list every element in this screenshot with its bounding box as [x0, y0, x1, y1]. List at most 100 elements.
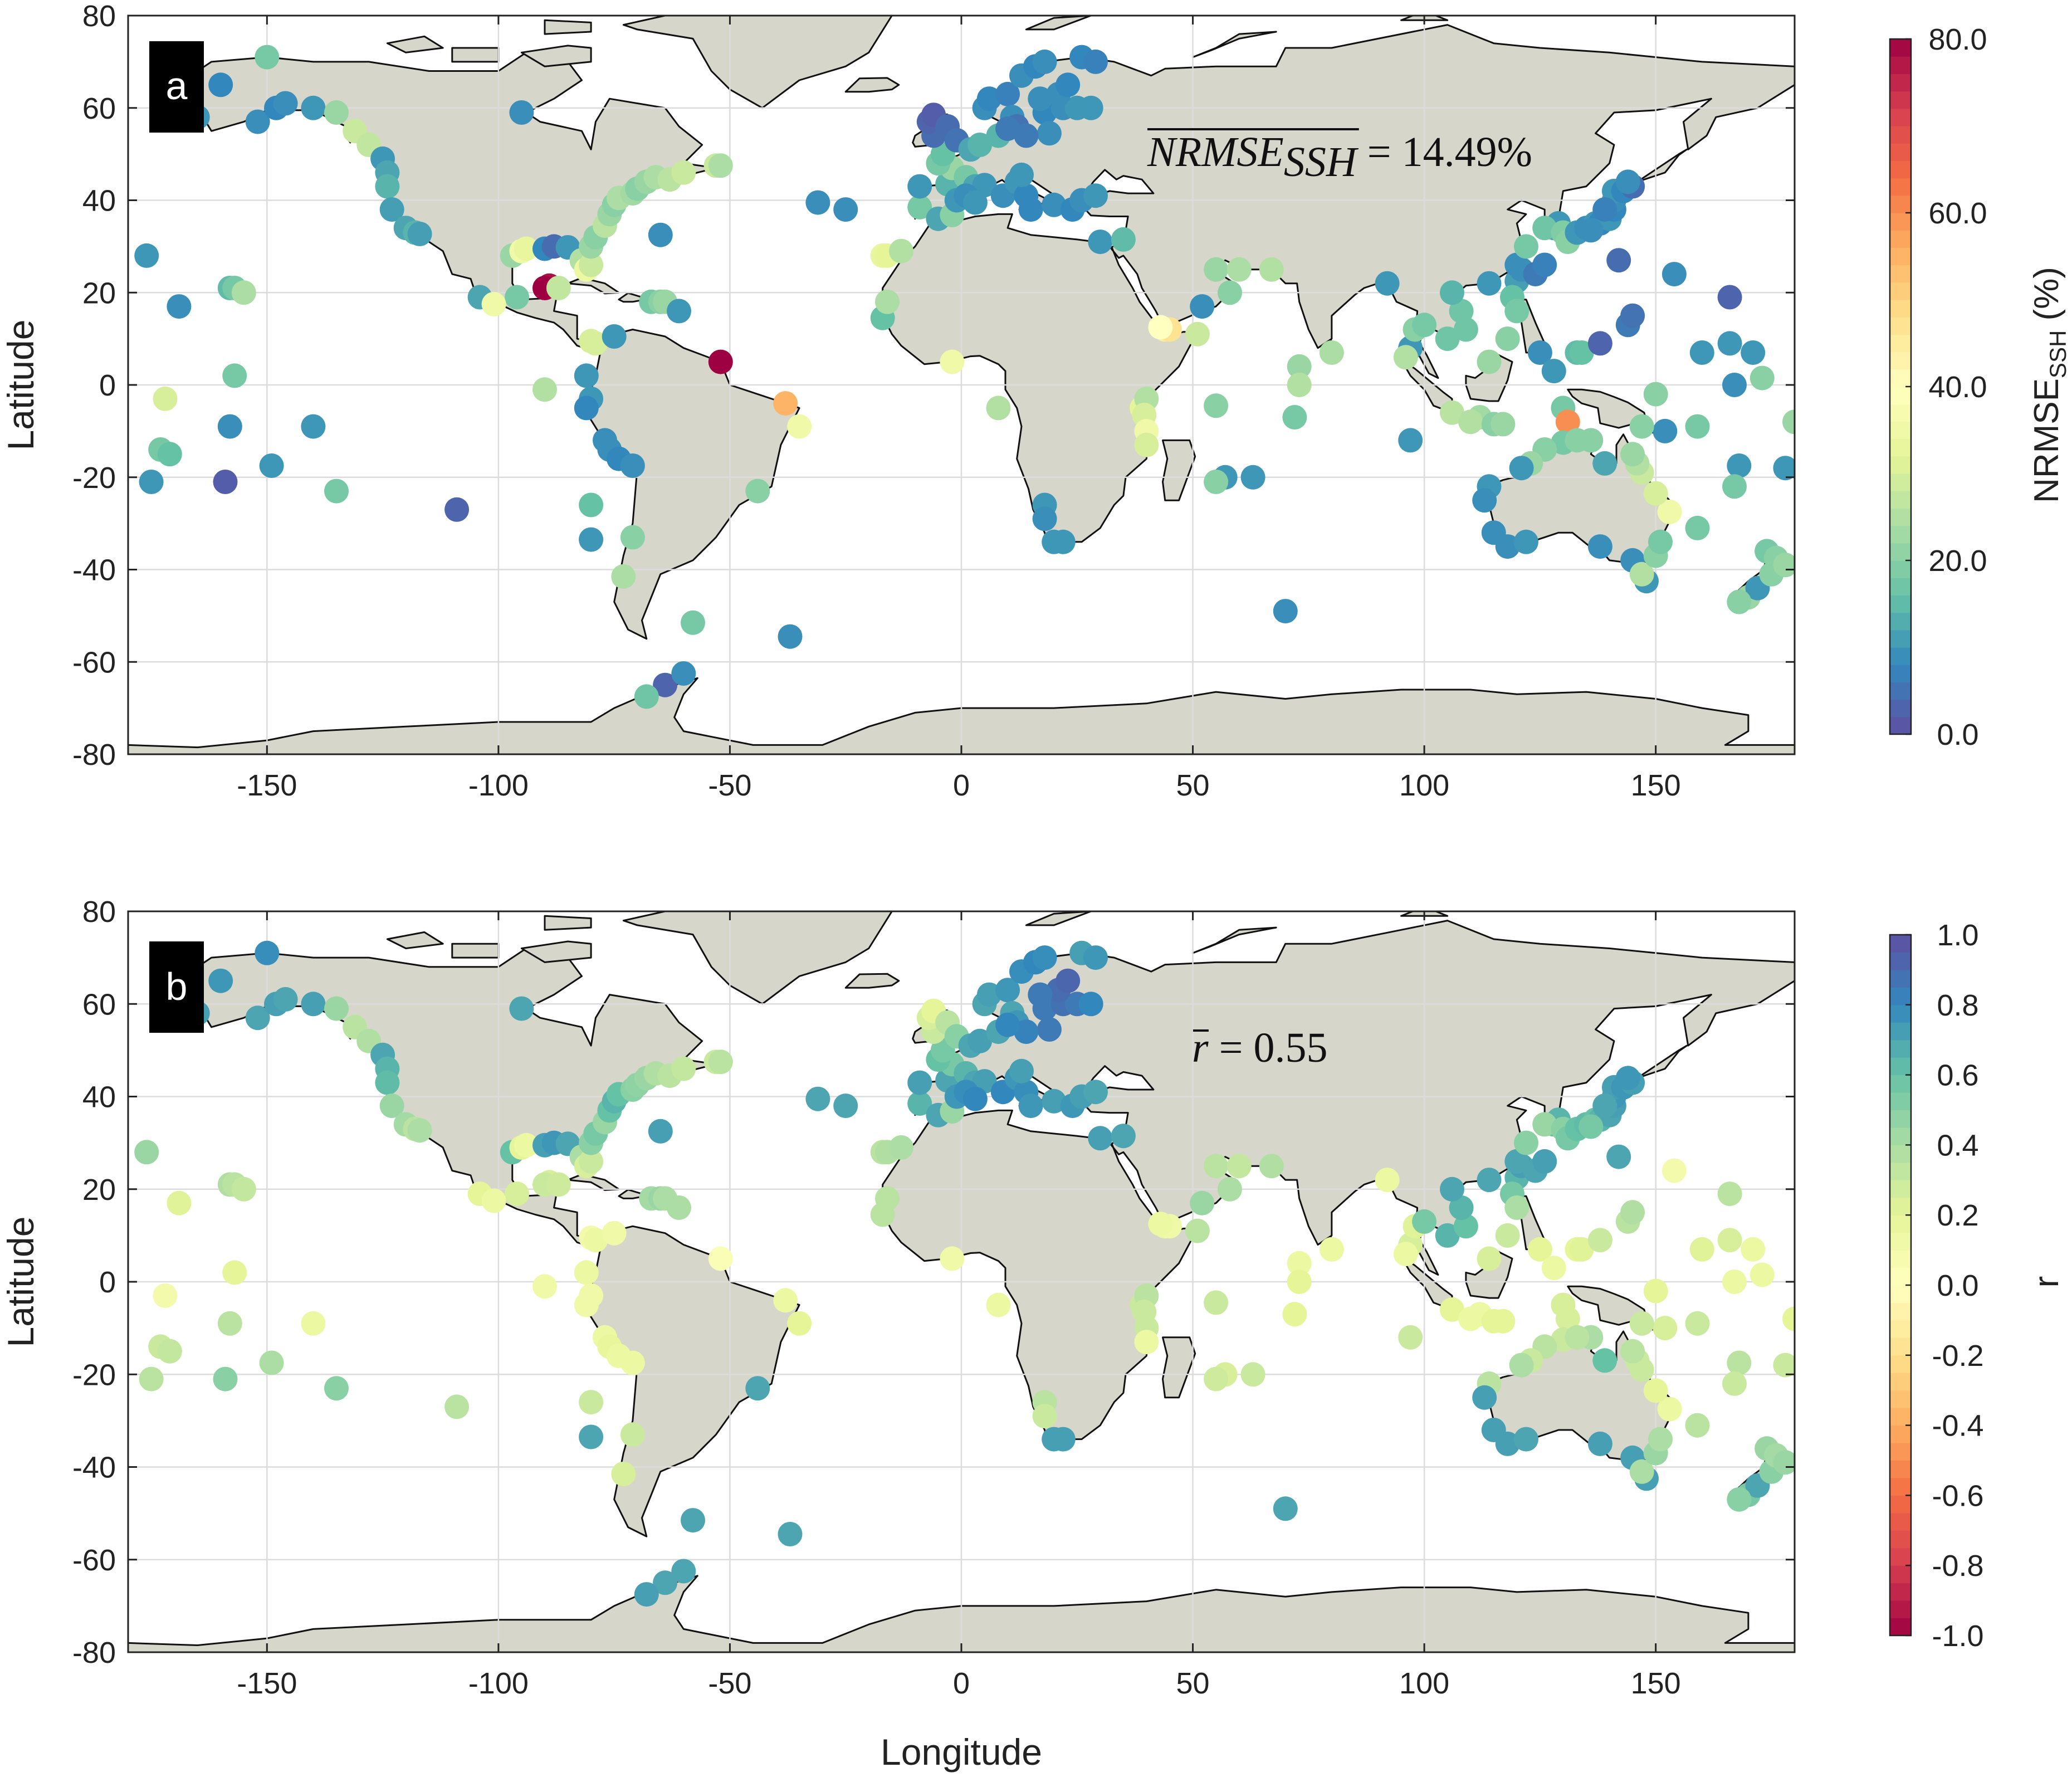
colorbar-segment [1890, 1302, 1911, 1321]
station-marker [1773, 553, 1795, 578]
station-marker [1504, 252, 1529, 277]
colorbar-segment [1890, 525, 1911, 544]
landmass-31 [386, 35, 444, 53]
station-marker [1750, 365, 1775, 390]
station-marker [1629, 562, 1654, 587]
landmass-32 [1192, 926, 1277, 954]
y-tick-label: -40 [72, 1451, 116, 1485]
colorbar-segment [1890, 1530, 1911, 1549]
x-axis-label: Longitude [881, 1731, 1042, 1773]
station-marker [1018, 1093, 1043, 1119]
station-marker [532, 377, 557, 402]
station-marker [481, 292, 506, 316]
colorbar-segment [1890, 1355, 1911, 1373]
station-marker [1722, 1270, 1747, 1294]
landmass-29 [451, 47, 500, 63]
landmass-35 [1636, 148, 1688, 183]
station-marker [976, 982, 1001, 1007]
station-marker [1440, 280, 1464, 305]
y-axis-label: Latitude [0, 1217, 41, 1348]
station-marker [708, 153, 733, 178]
station-marker [1782, 409, 1795, 435]
station-marker [1204, 470, 1229, 494]
station-marker [1449, 1195, 1474, 1220]
station-marker [833, 1093, 858, 1119]
station-marker [574, 1260, 599, 1285]
station-marker [1148, 1212, 1173, 1237]
colorbar-segment [1890, 1373, 1911, 1391]
colorbar-segment [1890, 265, 1911, 283]
station-marker [1615, 1066, 1640, 1091]
annotation-symbol: NRMSE [1147, 129, 1284, 175]
station-marker [1685, 1413, 1710, 1438]
station-marker [139, 1366, 164, 1392]
colorbar-segment [1890, 612, 1911, 631]
station-marker [481, 1188, 506, 1213]
y-tick-label: 0 [99, 369, 116, 402]
station-marker [940, 349, 965, 374]
station-marker [1440, 1176, 1464, 1202]
station-marker [532, 1274, 557, 1299]
x-tick-label: -50 [708, 769, 751, 802]
station-marker [1042, 192, 1067, 217]
station-marker [1509, 456, 1534, 481]
station-marker [1375, 1168, 1400, 1193]
station-marker [1134, 1330, 1159, 1355]
station-marker [1527, 1237, 1552, 1262]
station-marker [1204, 257, 1229, 282]
station-marker [1643, 1378, 1668, 1403]
landmass-30 [544, 915, 592, 931]
station-marker [245, 109, 270, 134]
station-marker [1629, 1459, 1654, 1484]
annotation-value: = 0.55 [1209, 1024, 1328, 1071]
colorbar-segment [1890, 230, 1911, 248]
station-marker [1319, 1237, 1344, 1262]
station-marker [1717, 1228, 1742, 1253]
station-marker [1032, 506, 1057, 531]
station-marker [940, 1246, 965, 1271]
station-marker [1028, 86, 1053, 111]
y-tick-label: 40 [82, 1081, 116, 1114]
station-marker [1226, 257, 1252, 282]
station-marker [1287, 1251, 1312, 1276]
station-marker [667, 1195, 691, 1220]
station-marker [602, 324, 627, 349]
station-marker [1722, 1371, 1747, 1396]
station-marker [514, 236, 539, 261]
station-marker [1204, 393, 1229, 418]
station-marker [1458, 409, 1483, 435]
landmass-30 [544, 19, 592, 35]
station-marker [634, 684, 659, 709]
colorbar-segment [1890, 334, 1911, 353]
station-marker [671, 1056, 696, 1081]
station-marker [1648, 1427, 1673, 1452]
y-tick-label: 0 [99, 1266, 116, 1299]
station-marker [773, 1288, 798, 1313]
colorbar-tick-label: 0.4 [1937, 1129, 1978, 1162]
station-marker [1218, 1176, 1242, 1202]
station-marker [907, 1091, 932, 1116]
colorbar-segment [1890, 1092, 1911, 1110]
station-marker [1453, 317, 1478, 342]
station-marker [1204, 1290, 1229, 1315]
colorbar-segment [1890, 1162, 1911, 1180]
station-marker [1773, 1450, 1795, 1475]
station-marker [1240, 1362, 1265, 1387]
station-marker [1375, 271, 1400, 296]
x-tick-label: -100 [468, 769, 529, 802]
colorbar-segment [1890, 1618, 1911, 1636]
colorbar-segment [1890, 1232, 1911, 1251]
colorbar-segment [1890, 1267, 1911, 1286]
y-tick-label: -60 [72, 646, 116, 679]
colorbar-segment [1890, 143, 1911, 161]
station-marker [407, 1118, 432, 1143]
station-marker [833, 197, 858, 222]
station-marker [1009, 162, 1034, 187]
station-marker [273, 987, 298, 1012]
map-panel-a: -150 -100 -50 0 50 100 150 80 60 40 20 0 -20 -40 -60 -8… [0, 0, 1796, 802]
station-marker [1648, 529, 1673, 554]
station-marker [1055, 72, 1081, 97]
y-axis-label: Latitude [0, 320, 41, 451]
colorbar-segment [1890, 952, 1911, 970]
station-marker [217, 1311, 242, 1336]
